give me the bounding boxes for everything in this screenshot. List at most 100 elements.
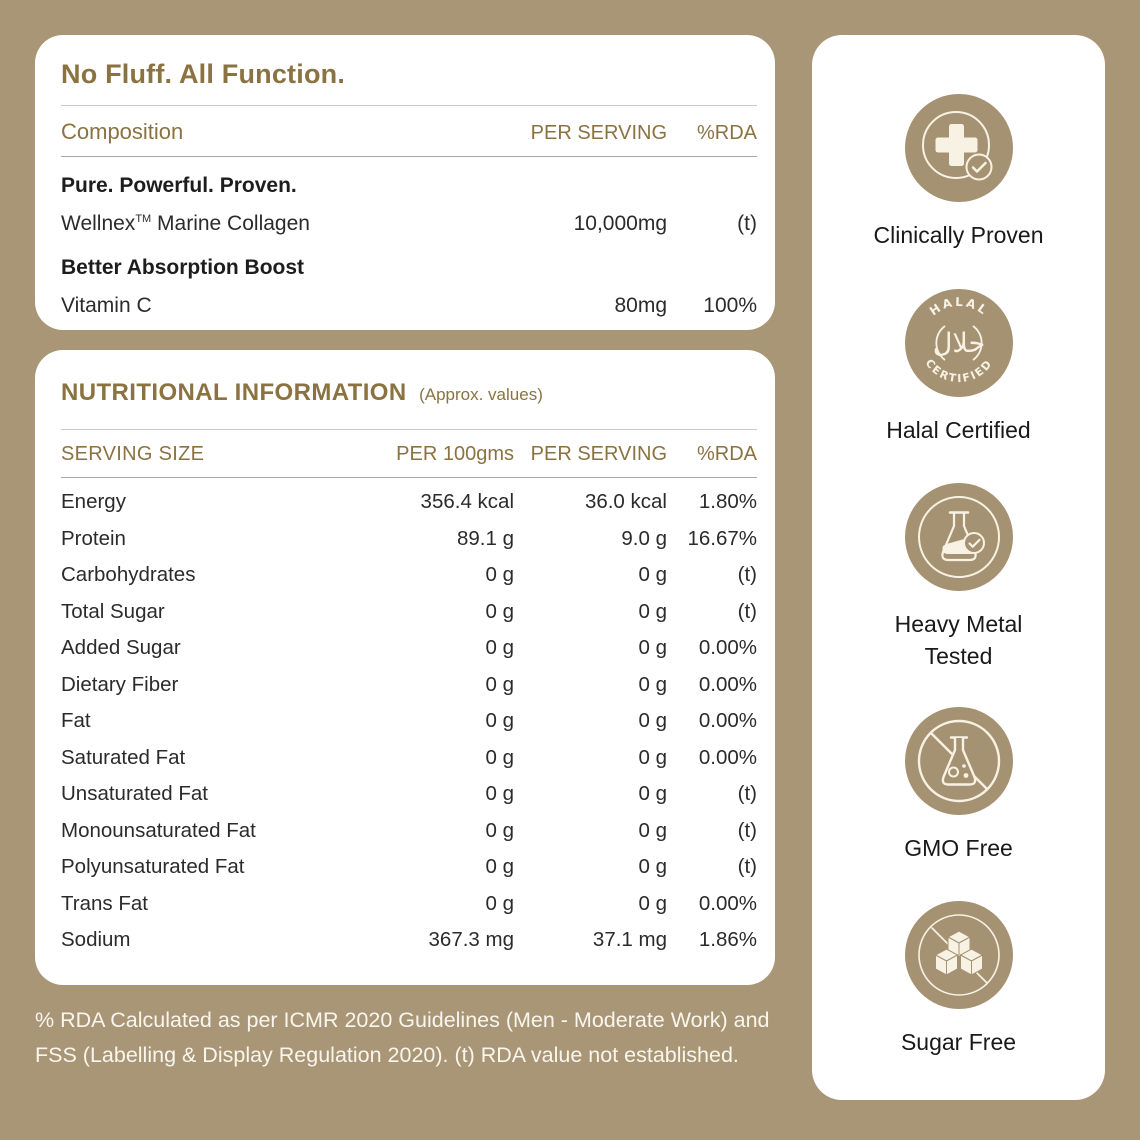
rda-value: (t) (737, 782, 757, 805)
per-serving-value: 10,000mg (573, 212, 667, 235)
nutrient-name: Carbohydrates (61, 563, 196, 586)
nutrition-row: Energy 356.4 kcal 36.0 kcal 1.80% (61, 478, 757, 520)
badge-heavy-metal-tested: Heavy Metal Tested (812, 483, 1105, 672)
nutrition-row: Fat 0 g 0 g 0.00% (61, 703, 757, 740)
composition-card: No Fluff. All Function. Composition PER … (35, 35, 775, 330)
certification-badges-card: Clinically Proven HALAL CERTIFIED حلال (812, 35, 1105, 1100)
rda-value: 0.00% (698, 891, 757, 915)
per-100g-value: 0 g (485, 891, 515, 915)
rda-value: 0.00% (698, 672, 757, 696)
nutrition-title-row: NUTRITIONAL INFORMATION (Approx. values) (61, 376, 757, 413)
badge-label: Sugar Free (900, 1029, 1017, 1055)
rda-value: (t) (737, 563, 757, 586)
nutrient-name: Polyunsaturated Fat (61, 855, 245, 878)
nutrition-row: Polyunsaturated Fat 0 g 0 g (t) (61, 849, 757, 886)
composition-header-row: Composition PER SERVING %RDA (61, 106, 757, 156)
nutrition-row: Trans Fat 0 g 0 g 0.00% (61, 885, 757, 922)
nutrient-name: Fat (61, 709, 91, 732)
nutrient-name: Monounsaturated Fat (61, 818, 256, 842)
badge-label: GMO Free (904, 835, 1013, 861)
per-100g-value: 0 g (485, 709, 515, 732)
nutrient-name: Trans Fat (61, 891, 148, 915)
per-100g-value: 89.1 g (457, 526, 514, 550)
divider (61, 429, 757, 430)
nutrition-card: NUTRITIONAL INFORMATION (Approx. values)… (35, 350, 775, 985)
rda-value: (t) (737, 212, 757, 235)
rda-header: %RDA (696, 443, 757, 465)
badge-gmo-free: GMO Free (812, 707, 1105, 864)
per-serving-header: PER SERVING (530, 443, 667, 465)
nutrition-subtitle: (Approx. values) (419, 385, 543, 404)
medical-cross-check-icon (904, 94, 1013, 207)
per-serving-value: 80mg (614, 294, 667, 317)
nutrition-row: Dietary Fiber 0 g 0 g 0.00% (61, 666, 757, 703)
per-serving-value: 0 g (638, 599, 668, 623)
nutrient-name: Dietary Fiber (61, 672, 179, 696)
badge-halal-certified: HALAL CERTIFIED حلال Halal Certified (812, 289, 1105, 446)
per-serving-value: 0 g (638, 818, 668, 842)
nutrition-row: Unsaturated Fat 0 g 0 g (t) (61, 776, 757, 813)
rda-value: 100% (703, 294, 757, 317)
per-serving-value: 9.0 g (621, 526, 667, 550)
halal-seal-icon: HALAL CERTIFIED حلال (904, 289, 1013, 402)
nutrient-name: Unsaturated Fat (61, 782, 208, 805)
section-heading: Pure. Powerful. Proven. (61, 174, 297, 197)
per-serving-value: 36.0 kcal (584, 490, 667, 513)
rda-value: 0.00% (698, 709, 757, 732)
nutrition-row: Monounsaturated Fat 0 g 0 g (t) (61, 812, 757, 849)
per-100g-value: 0 g (485, 782, 515, 805)
nutrition-row: Added Sugar 0 g 0 g 0.00% (61, 630, 757, 667)
section-heading: Better Absorption Boost (61, 256, 305, 279)
ingredient-row: Vitamin C 80mg 100% (61, 291, 757, 321)
badge-label: Heavy Metal Tested (894, 611, 1023, 669)
nutrition-row: Total Sugar 0 g 0 g (t) (61, 593, 757, 630)
per-100g-value: 356.4 kcal (420, 490, 514, 513)
nutrition-row: Saturated Fat 0 g 0 g 0.00% (61, 739, 757, 776)
nutrition-row: Protein 89.1 g 9.0 g 16.67% (61, 520, 757, 557)
nutrient-name: Total Sugar (61, 599, 165, 623)
rda-value: 0.00% (698, 636, 757, 659)
rda-header: %RDA (696, 122, 757, 144)
rda-value: 0.00% (698, 745, 757, 769)
badge-clinically-proven: Clinically Proven (812, 94, 1105, 251)
badge-label: Clinically Proven (873, 222, 1044, 248)
ingredient-name: WellnexTM Marine Collagen (61, 209, 517, 239)
nutrient-name: Saturated Fat (61, 745, 186, 769)
rda-value: (t) (737, 855, 757, 878)
ingredient-name-text: Wellnex (61, 212, 136, 235)
nutrition-table: Energy 356.4 kcal 36.0 kcal 1.80% Protein 89.… (61, 478, 757, 958)
rda-value: (t) (737, 599, 757, 623)
per-serving-value: 0 g (638, 855, 668, 878)
per-serving-value: 0 g (638, 891, 668, 915)
sugar-cubes-crossed-icon (904, 901, 1013, 1014)
per-100g-value: 0 g (485, 745, 515, 769)
per-serving-value: 0 g (638, 563, 668, 586)
nutrient-name: Energy (61, 490, 126, 513)
flask-crossed-icon (904, 707, 1013, 820)
nutrition-row: Carbohydrates 0 g 0 g (t) (61, 557, 757, 594)
per-100g-value: 367.3 mg (428, 928, 514, 951)
nutrient-name: Sodium (61, 928, 131, 951)
per-100g-value: 0 g (485, 855, 515, 878)
divider (61, 156, 757, 157)
per-serving-value: 0 g (638, 636, 668, 659)
rda-value: 1.86% (698, 928, 757, 951)
per-100g-value: 0 g (485, 599, 515, 623)
nutrition-table-body: Energy 356.4 kcal 36.0 kcal 1.80% Protein 89.… (61, 478, 757, 958)
badge-label: Halal Certified (886, 417, 1031, 443)
ingredient-name-rest: Marine Collagen (151, 212, 310, 235)
per-serving-header: PER SERVING (530, 122, 667, 144)
rda-value: (t) (737, 818, 757, 842)
per-100g-value: 0 g (485, 636, 515, 659)
rda-footnote: % RDA Calculated as per ICMR 2020 Guidel… (35, 1008, 770, 1067)
divider (61, 477, 757, 478)
trademark-sup: TM (135, 213, 152, 225)
per-serving-value: 0 g (638, 745, 668, 769)
rda-value: 16.67% (687, 526, 757, 550)
per-serving-value: 0 g (638, 782, 668, 805)
composition-card-title: No Fluff. All Function. (61, 59, 346, 89)
per-100g-value: 0 g (485, 818, 515, 842)
nutrient-name: Added Sugar (61, 636, 181, 659)
nutrition-title: NUTRITIONAL INFORMATION (61, 379, 407, 406)
ingredient-name: Vitamin C (61, 294, 152, 317)
